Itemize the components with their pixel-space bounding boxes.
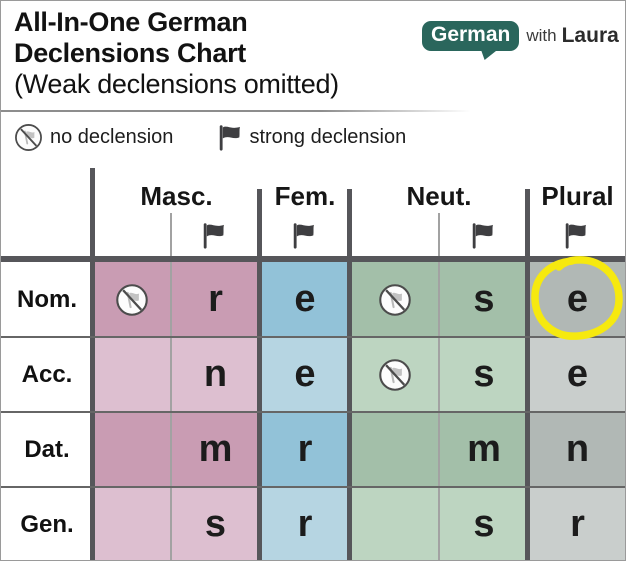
neut-strong-flag-slot [470, 222, 498, 252]
cell-dat-neut-base [350, 412, 440, 487]
chart-subtitle: (Weak declensions omitted) [14, 69, 339, 99]
cell-nom-masc-ending: r [171, 262, 260, 337]
strong-declension-flag-icon [293, 223, 314, 249]
cell-nom-neut-ending: s [440, 262, 528, 337]
logo-bubble-text: German [431, 23, 511, 46]
no-declension-icon [15, 123, 42, 151]
cell-acc-fem-ending: e [260, 337, 350, 412]
cell-dat-neut-ending: m [440, 412, 528, 487]
strong-declension-flag-icon [203, 223, 224, 249]
cell-nom-plural-ending: e [528, 262, 625, 337]
strong-declension-flag-icon [472, 223, 493, 249]
divider-fem-neut [347, 189, 352, 560]
fem-strong-flag-slot [291, 222, 319, 252]
cell-nom-neut-base [350, 262, 440, 337]
cell-acc-masc-base [93, 337, 171, 412]
brand-logo: German with Laura [422, 21, 619, 60]
column-header-plural: Plural [541, 181, 614, 211]
row-label-text: Dat. [24, 435, 70, 463]
cell-acc-neut-ending: s [440, 337, 528, 412]
cell-acc-plural-ending: e [528, 337, 625, 412]
cell-gen-masc-ending: s [171, 487, 260, 560]
row-label-nom: Nom. [1, 262, 93, 337]
row-label-acc: Acc. [1, 337, 93, 412]
chart-title-block: All-In-One German Declensions Chart (Wea… [14, 7, 339, 100]
legend: no declension strong declension [14, 121, 406, 153]
column-header-neut: Neut. [406, 181, 472, 211]
logo-speech-bubble: German [422, 21, 520, 60]
divider-nom-acc [1, 336, 625, 338]
declension-table-body: Nom. r e s e Acc. n e s e [1, 262, 625, 560]
no-declension-icon-slot [14, 123, 43, 152]
row-label-dat: Dat. [1, 412, 93, 487]
title-divider [1, 110, 625, 112]
cell-nom-masc-base [93, 262, 171, 337]
chart-title-line2: Declensions Chart [14, 38, 246, 68]
column-header-masc: Masc. [140, 181, 213, 211]
strong-declension-icon-slot [173, 124, 242, 151]
divider-acc-dat [1, 411, 625, 413]
divider-dat-gen [1, 486, 625, 488]
row-label-gen: Gen. [1, 487, 93, 560]
strong-declension-flag-icon [565, 223, 586, 249]
cell-nom-fem-ending: e [260, 262, 350, 337]
cell-dat-masc-base [93, 412, 171, 487]
speech-bubble-tail-icon [480, 47, 501, 60]
cell-gen-fem-ending: r [260, 487, 350, 560]
logo-connector-text: with [526, 26, 557, 45]
cell-dat-fem-ending: r [260, 412, 350, 487]
strong-declension-flag-icon [220, 124, 241, 151]
row-label-text: Acc. [21, 360, 73, 388]
chart-title-line1: All-In-One German [14, 7, 248, 37]
divider-masc-subcolumns [170, 213, 172, 560]
logo-name-text: Laura [561, 24, 619, 47]
row-label-text: Nom. [17, 285, 77, 313]
cell-gen-plural-ending: r [528, 487, 625, 560]
divider-masc-fem [257, 189, 262, 560]
column-header-fem: Fem. [274, 181, 336, 211]
divider-neut-subcolumns [438, 213, 440, 560]
no-declension-icon [379, 358, 411, 391]
strong-declension-label: strong declension [249, 125, 407, 148]
cell-acc-masc-ending: n [171, 337, 260, 412]
plural-strong-flag-slot [563, 222, 591, 252]
no-declension-icon [379, 283, 411, 316]
cell-gen-neut-base [350, 487, 440, 560]
cell-acc-neut-base [350, 337, 440, 412]
divider-header-body [1, 256, 625, 262]
no-declension-icon [116, 283, 148, 316]
cell-dat-masc-ending: m [171, 412, 260, 487]
masc-strong-flag-slot [201, 222, 229, 252]
divider-labels-masc [90, 168, 95, 560]
divider-neut-plural [525, 189, 530, 560]
cell-gen-masc-base [93, 487, 171, 560]
no-declension-label: no declension [50, 125, 174, 148]
cell-gen-neut-ending: s [440, 487, 528, 560]
row-label-text: Gen. [20, 510, 74, 538]
cell-dat-plural-ending: n [528, 412, 625, 487]
